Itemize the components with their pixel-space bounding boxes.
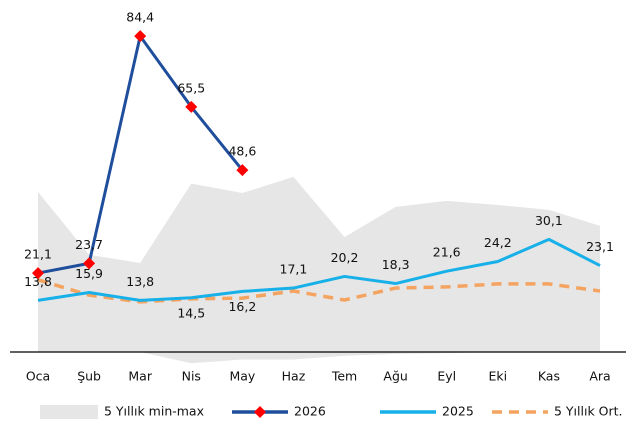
marker <box>236 164 249 177</box>
data-label: 18,3 <box>382 257 410 272</box>
marker <box>32 267 44 280</box>
legend-label: 2025 <box>442 404 474 419</box>
marker <box>134 30 147 43</box>
x-tick-label: Mar <box>128 369 152 384</box>
x-tick-label: Kas <box>538 369 560 384</box>
x-tick-label: Tem <box>331 369 357 384</box>
x-tick-label: Nis <box>182 369 201 384</box>
data-label: 20,2 <box>331 250 359 265</box>
data-label: 21,1 <box>24 247 52 262</box>
data-label: 23,7 <box>75 237 103 252</box>
x-tick-label: May <box>229 369 255 384</box>
data-label: 24,2 <box>484 235 512 250</box>
series-line <box>37 237 601 302</box>
data-label: 14,5 <box>177 305 205 320</box>
x-tick-label: Şub <box>77 369 101 384</box>
x-tick-label: Oca <box>26 369 50 384</box>
x-tick-label: Haz <box>282 369 306 384</box>
x-tick-label: Eki <box>489 369 508 384</box>
legend-label: 2026 <box>294 404 326 419</box>
data-label: 30,1 <box>535 213 563 228</box>
legend-swatch <box>40 405 98 419</box>
marker <box>83 257 96 270</box>
x-tick-label: Ara <box>589 369 610 384</box>
data-label: 65,5 <box>177 80 205 95</box>
legend-label: 5 Yıllık min-max <box>104 404 204 419</box>
data-label: 48,6 <box>228 144 256 159</box>
min-max-area <box>38 176 600 364</box>
marker <box>185 100 198 113</box>
legend-marker <box>254 406 266 418</box>
x-tick-label: Eyl <box>437 369 456 384</box>
data-label: 23,1 <box>586 239 614 254</box>
data-label: 21,6 <box>433 245 461 260</box>
data-label: 16,2 <box>228 299 256 314</box>
data-label: 13,8 <box>24 274 52 289</box>
data-label: 84,4 <box>126 10 154 25</box>
data-label: 17,1 <box>280 262 308 277</box>
data-label: 13,8 <box>126 274 154 289</box>
legend-label: 5 Yıllık Ort. <box>554 404 623 419</box>
data-label: 15,9 <box>75 266 103 281</box>
x-tick-label: Ağu <box>383 369 407 384</box>
